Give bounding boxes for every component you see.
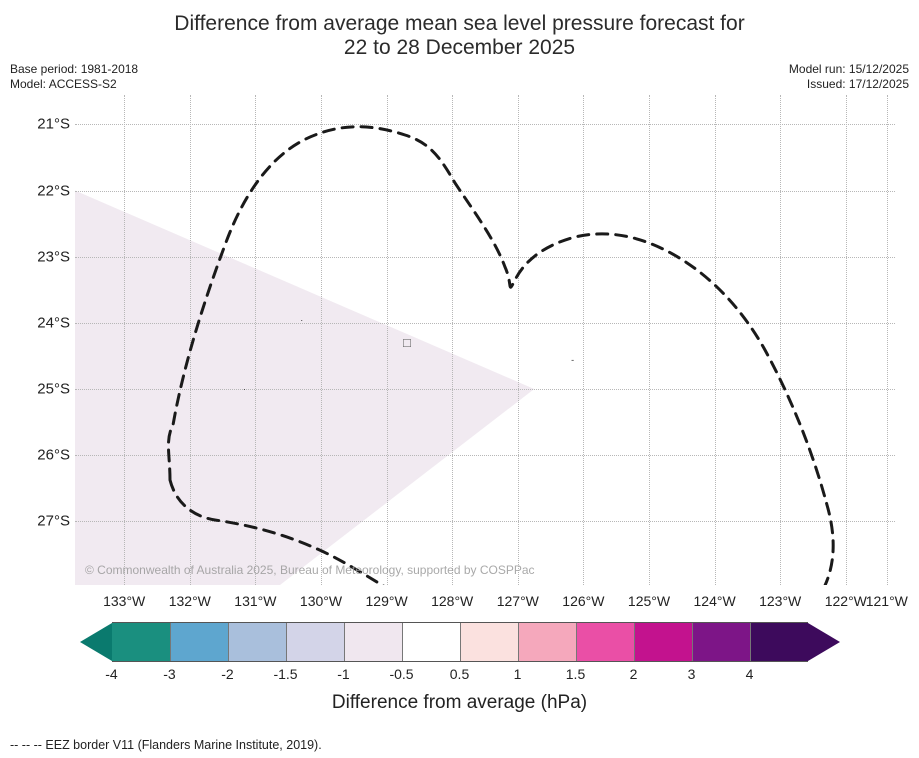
colorbar-tick-3: -1.5 — [257, 666, 315, 682]
colorbar-segment-9 — [634, 623, 692, 661]
gridline-lon-124 — [715, 95, 716, 585]
gridline-lon-133 — [124, 95, 125, 585]
colorbar-tick-4: -1 — [315, 666, 373, 682]
gridline-lon-129 — [387, 95, 388, 585]
ytick-25: 25°S — [15, 381, 70, 398]
colorbar-arrow-low — [80, 623, 112, 661]
gridline-lat-25 — [75, 389, 895, 390]
watermark-text: © Commonwealth of Australia 2025, Bureau… — [85, 563, 535, 577]
colorbar-tick-5: -0.5 — [373, 666, 431, 682]
chart-title-block: Difference from average mean sea level p… — [0, 0, 919, 60]
colorbar-segment-8 — [576, 623, 634, 661]
colorbar-segment-5 — [402, 623, 460, 661]
xtick-129: 129°W — [366, 593, 408, 609]
gridline-lat-23 — [75, 257, 895, 258]
xtick-133: 133°W — [103, 593, 145, 609]
xtick-130: 130°W — [300, 593, 342, 609]
footer-note-text: -- -- -- EEZ border V11 (Flanders Marine… — [10, 738, 322, 752]
plot-area: 21°S 22°S 23°S 24°S 25°S 26°S 27°S 133°W… — [75, 95, 895, 585]
colorbar-segments — [112, 622, 808, 662]
colorbar-tick-8: 1.5 — [547, 666, 605, 682]
xtick-128: 128°W — [431, 593, 473, 609]
chart-title-line2: 22 to 28 December 2025 — [0, 36, 919, 60]
issued-text: Issued: 17/12/2025 — [789, 77, 909, 92]
colorbar-segment-2 — [228, 623, 286, 661]
gridline-lat-24 — [75, 323, 895, 324]
xtick-124: 124°W — [694, 593, 736, 609]
gridline-lon-128 — [452, 95, 453, 585]
colorbar-tick-7: 1 — [489, 666, 547, 682]
xtick-125: 125°W — [628, 593, 670, 609]
gridline-lon-123 — [780, 95, 781, 585]
colorbar-tick-10: 3 — [663, 666, 721, 682]
gridline-lat-21 — [75, 124, 895, 125]
colorbar-segment-3 — [286, 623, 344, 661]
ytick-23: 23°S — [15, 248, 70, 265]
colorbar-segment-7 — [518, 623, 576, 661]
gridline-lon-126 — [583, 95, 584, 585]
gridline-lon-122 — [846, 95, 847, 585]
gridline-lat-26 — [75, 455, 895, 456]
land-mass-shading — [75, 95, 895, 585]
colorbar-row — [0, 622, 919, 662]
colorbar-tick-0: -4 — [83, 666, 141, 682]
map-marker-city: □ — [403, 335, 411, 350]
colorbar-tick-1: -3 — [141, 666, 199, 682]
meta-left-block: Base period: 1981-2018 Model: ACCESS-S2 — [10, 62, 138, 92]
colorbar-block: -4 -3 -2 -1.5 -1 -0.5 0.5 1 1.5 2 3 4 Di… — [0, 622, 919, 714]
colorbar-arrow-high — [808, 623, 840, 661]
colorbar-segment-11 — [750, 623, 808, 661]
map-marker-4: . — [243, 382, 246, 392]
model-text: Model: ACCESS-S2 — [10, 77, 138, 92]
xtick-123: 123°W — [759, 593, 801, 609]
gridline-lon-132 — [190, 95, 191, 585]
colorbar-tick-2: -2 — [199, 666, 257, 682]
gridline-lat-27 — [75, 521, 895, 522]
colorbar-segment-4 — [344, 623, 402, 661]
model-run-text: Model run: 15/12/2025 — [789, 62, 909, 77]
colorbar-segment-1 — [170, 623, 228, 661]
xtick-126: 126°W — [562, 593, 604, 609]
colorbar-tick-11: 4 — [721, 666, 779, 682]
gridline-lon-121 — [887, 95, 888, 585]
colorbar-tick-6: 0.5 — [431, 666, 489, 682]
colorbar-labels: -4 -3 -2 -1.5 -1 -0.5 0.5 1 1.5 2 3 4 — [0, 666, 919, 682]
ytick-21: 21°S — [15, 116, 70, 133]
ytick-22: 22°S — [15, 182, 70, 199]
xtick-131: 131°W — [234, 593, 276, 609]
chart-title-line1: Difference from average mean sea level p… — [0, 12, 919, 36]
map-marker-1: . — [301, 313, 304, 323]
meta-right-block: Model run: 15/12/2025 Issued: 17/12/2025 — [789, 62, 909, 92]
gridline-lon-130 — [321, 95, 322, 585]
colorbar-title: Difference from average (hPa) — [0, 692, 919, 714]
colorbar-tick-9: 2 — [605, 666, 663, 682]
base-period-text: Base period: 1981-2018 — [10, 62, 138, 77]
xtick-127: 127°W — [497, 593, 539, 609]
gridline-lat-22 — [75, 191, 895, 192]
xtick-121: 121°W — [866, 593, 908, 609]
ytick-27: 27°S — [15, 513, 70, 530]
colorbar-segment-10 — [692, 623, 750, 661]
colorbar-segment-6 — [460, 623, 518, 661]
map-marker-3: - — [571, 355, 574, 365]
gridline-lon-125 — [649, 95, 650, 585]
gridline-lon-131 — [255, 95, 256, 585]
xtick-122: 122°W — [825, 593, 867, 609]
ytick-26: 26°S — [15, 447, 70, 464]
ytick-24: 24°S — [15, 314, 70, 331]
colorbar-segment-0 — [112, 623, 170, 661]
xtick-132: 132°W — [169, 593, 211, 609]
gridline-lon-127 — [518, 95, 519, 585]
